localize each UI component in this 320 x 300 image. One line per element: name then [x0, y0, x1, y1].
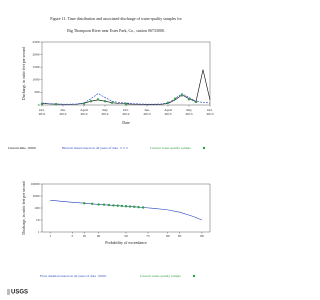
x-tick-label: 90: [166, 234, 170, 238]
x-axis-label: Probability of exceedance: [105, 240, 147, 245]
legend-label: Current water-quality sample: [150, 146, 191, 150]
sample-point: [91, 202, 94, 205]
sample-point: [89, 100, 93, 103]
plot-frame: [41, 41, 211, 106]
y-tick-label: 2000: [33, 52, 40, 56]
sample-point: [83, 202, 86, 205]
y-axis-label: Discharge, in cubic feet per second: [22, 181, 27, 234]
y-tick-label: 10: [36, 218, 40, 222]
sample-point: [110, 101, 114, 104]
sample-point: [107, 203, 111, 207]
x-tick-label: Jan. 2012: [60, 108, 67, 116]
sample-point: [166, 101, 170, 104]
x-tick-label: July 2012: [102, 108, 109, 116]
x-tick-label: 1: [49, 234, 51, 238]
y-tick-label: 1500: [33, 65, 40, 69]
x-tick-label: Oct. 2013: [207, 108, 214, 116]
sample-point: [128, 205, 132, 208]
sample-point: [141, 206, 145, 209]
sample-point: [112, 204, 115, 207]
page: Figure 11. Time distribution and associa…: [7, 16, 214, 296]
figure-subtitle: Big Thompson River near Estes Park, Co.,…: [67, 28, 165, 34]
sample-point: [137, 205, 140, 209]
logo: USGS: [7, 290, 28, 296]
x-tick-label: 10: [82, 234, 86, 238]
sample-point: [124, 205, 128, 208]
y-tick-label: 2500: [33, 40, 40, 44]
sample-point: [180, 94, 184, 97]
legend-marker: [192, 274, 196, 278]
figure-title: Figure 11. Time distribution and associa…: [50, 16, 182, 21]
x-tick-label: 99: [200, 234, 204, 238]
series-line: [41, 93, 211, 105]
x-tick-label: 95: [178, 234, 182, 238]
x-tick-label: July 2013: [186, 108, 193, 116]
x-tick-label: April 2012: [80, 108, 87, 116]
logo-text: USGS: [11, 290, 28, 296]
x-tick-label: Oct. 2012: [123, 108, 130, 116]
legend-label: Current time: [8, 146, 26, 150]
x-tick-label: 20: [97, 234, 101, 238]
x-axis-label: Date: [122, 120, 130, 125]
sample-point: [97, 203, 100, 206]
legend-label: Historic mean based on 42 years of data: [62, 146, 119, 150]
y-tick-label: 1000: [33, 78, 40, 82]
y-tick-label: 1: [38, 230, 40, 234]
sample-point: [102, 203, 106, 206]
sample-point: [103, 100, 107, 103]
x-tick-label: April 2013: [164, 108, 171, 116]
sample-point: [194, 100, 198, 104]
sample-point: [82, 102, 86, 105]
y-tick-label: 10000: [31, 182, 40, 186]
y-tick-label: 1000: [33, 194, 40, 198]
legend-marker: [202, 146, 206, 150]
y-tick-label: 0: [38, 103, 40, 107]
x-tick-label: Jan. 2013: [144, 108, 151, 116]
sample-point: [120, 204, 124, 208]
series-line: [41, 69, 211, 105]
sample-point: [124, 102, 128, 106]
sample-point: [116, 204, 119, 207]
sample-point: [40, 102, 44, 106]
x-tick-label: Oct. 2011: [39, 108, 46, 116]
y-tick-label: 500: [34, 90, 40, 94]
y-tick-label: 100: [34, 206, 40, 210]
legend-label: Current water-quality sample: [140, 274, 181, 278]
y-axis-label: Discharge, in cubic feet per second: [22, 47, 27, 100]
series-line: [50, 199, 202, 221]
sample-point: [133, 205, 136, 209]
x-tick-label: 75: [146, 234, 150, 238]
plot-frame: [41, 183, 211, 233]
legend-label: Flow duration based on 42 years of data: [40, 274, 97, 278]
sample-point: [187, 98, 191, 101]
sample-point: [54, 103, 58, 106]
x-tick-label: 50: [124, 234, 128, 238]
sample-point: [96, 98, 100, 101]
x-tick-label: 5: [71, 234, 73, 238]
sample-point: [173, 97, 177, 100]
